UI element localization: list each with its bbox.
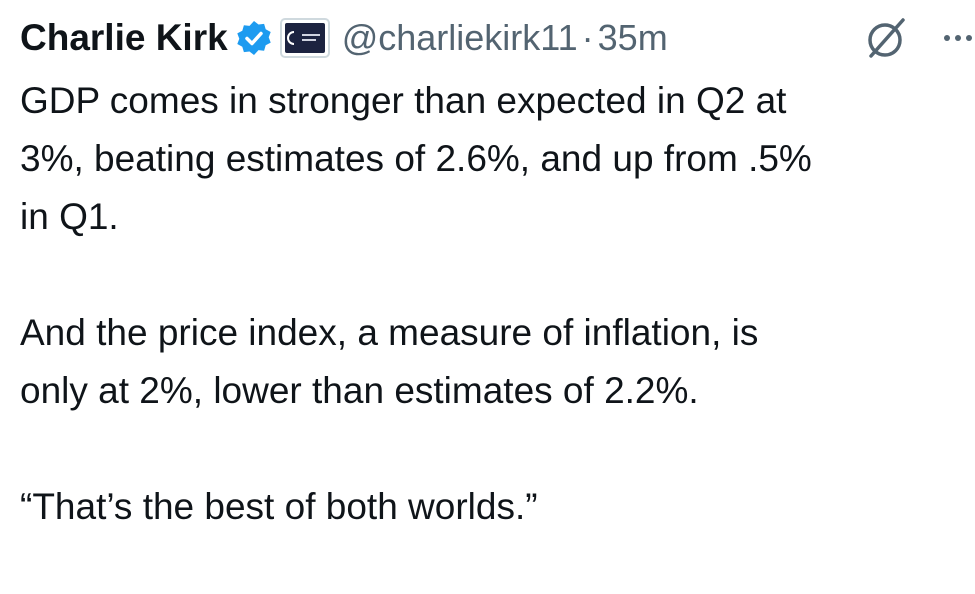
- page: Charlie Kirk @charliekirk11 · 35m GDP co…: [20, 10, 972, 527]
- paragraph: “That’s the best of both worlds.”: [20, 478, 970, 536]
- separator: ·: [581, 17, 594, 58]
- tweet-header: Charlie Kirk @charliekirk11 · 35m: [20, 10, 668, 66]
- text-line: only at 2%, lower than estimates of 2.2%…: [20, 370, 699, 411]
- more-button[interactable]: [944, 35, 972, 41]
- paragraph: And the price index, a measure of inflat…: [20, 304, 970, 420]
- verified-badge: [237, 21, 271, 55]
- tweet-text: GDP comes in stronger than expected in Q…: [20, 72, 970, 594]
- grok-button[interactable]: [868, 18, 905, 58]
- text-line: GDP comes in stronger than expected in Q…: [20, 80, 787, 121]
- tweet-tools: [868, 18, 972, 58]
- text-line: “That’s the best of both worlds.”: [20, 486, 538, 527]
- author-handle[interactable]: @charliekirk11: [341, 17, 578, 58]
- text-line: 3%, beating estimates of 2.6%, and up fr…: [20, 138, 812, 179]
- author-name[interactable]: Charlie Kirk: [20, 17, 228, 58]
- timestamp[interactable]: 35m: [597, 17, 668, 58]
- paragraph: GDP comes in stronger than expected in Q…: [20, 72, 970, 246]
- affiliate-badge: [279, 18, 330, 58]
- text-line: And the price index, a measure of inflat…: [20, 312, 759, 353]
- text-line: in Q1.: [20, 196, 119, 237]
